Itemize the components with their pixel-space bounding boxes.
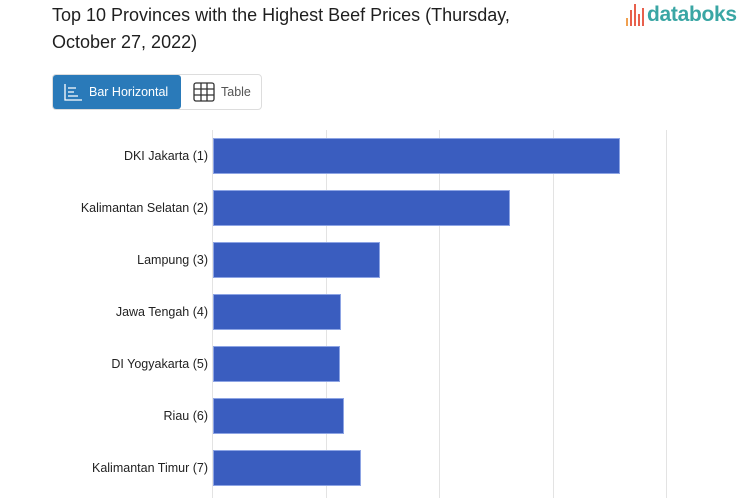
bar[interactable]	[213, 190, 511, 226]
gridline	[666, 130, 667, 498]
bar[interactable]	[213, 294, 342, 330]
table-grid-icon	[193, 82, 215, 102]
table-label: Table	[221, 85, 251, 99]
category-label: Riau (6)	[163, 409, 208, 423]
logo-text: databoks	[647, 3, 737, 26]
table-button[interactable]: Table	[181, 75, 251, 109]
gridline	[553, 130, 554, 498]
bar-chart: DKI Jakarta (1) Kalimantan Selatan (2) Lam…	[0, 130, 753, 498]
category-label: Lampung (3)	[137, 253, 208, 267]
category-label: Kalimantan Timur (7)	[91, 461, 208, 475]
chart-title: Top 10 Provinces with the Highest Beef P…	[52, 5, 510, 52]
bar-horizontal-button[interactable]: Bar Horizontal	[53, 75, 181, 109]
bar[interactable]	[213, 398, 344, 434]
logo-bars-icon	[626, 4, 644, 26]
category-label: DKI Jakarta (1)	[123, 149, 208, 163]
category-label: Kalimantan Selatan (2)	[80, 201, 208, 215]
view-toggle: Bar Horizontal Table	[52, 74, 262, 110]
bar-chart-icon	[64, 84, 82, 101]
category-label: Jawa Tengah (4)	[115, 305, 208, 319]
bar[interactable]	[213, 346, 341, 382]
databoks-logo[interactable]: databoks	[626, 3, 737, 27]
bar[interactable]	[213, 450, 361, 486]
bar[interactable]	[213, 242, 380, 278]
category-label: DI Yogyakarta (5)	[111, 357, 208, 371]
gridline	[439, 130, 440, 498]
bar-horizontal-label: Bar Horizontal	[89, 85, 169, 99]
gridline	[212, 130, 213, 498]
bar[interactable]	[213, 138, 621, 174]
